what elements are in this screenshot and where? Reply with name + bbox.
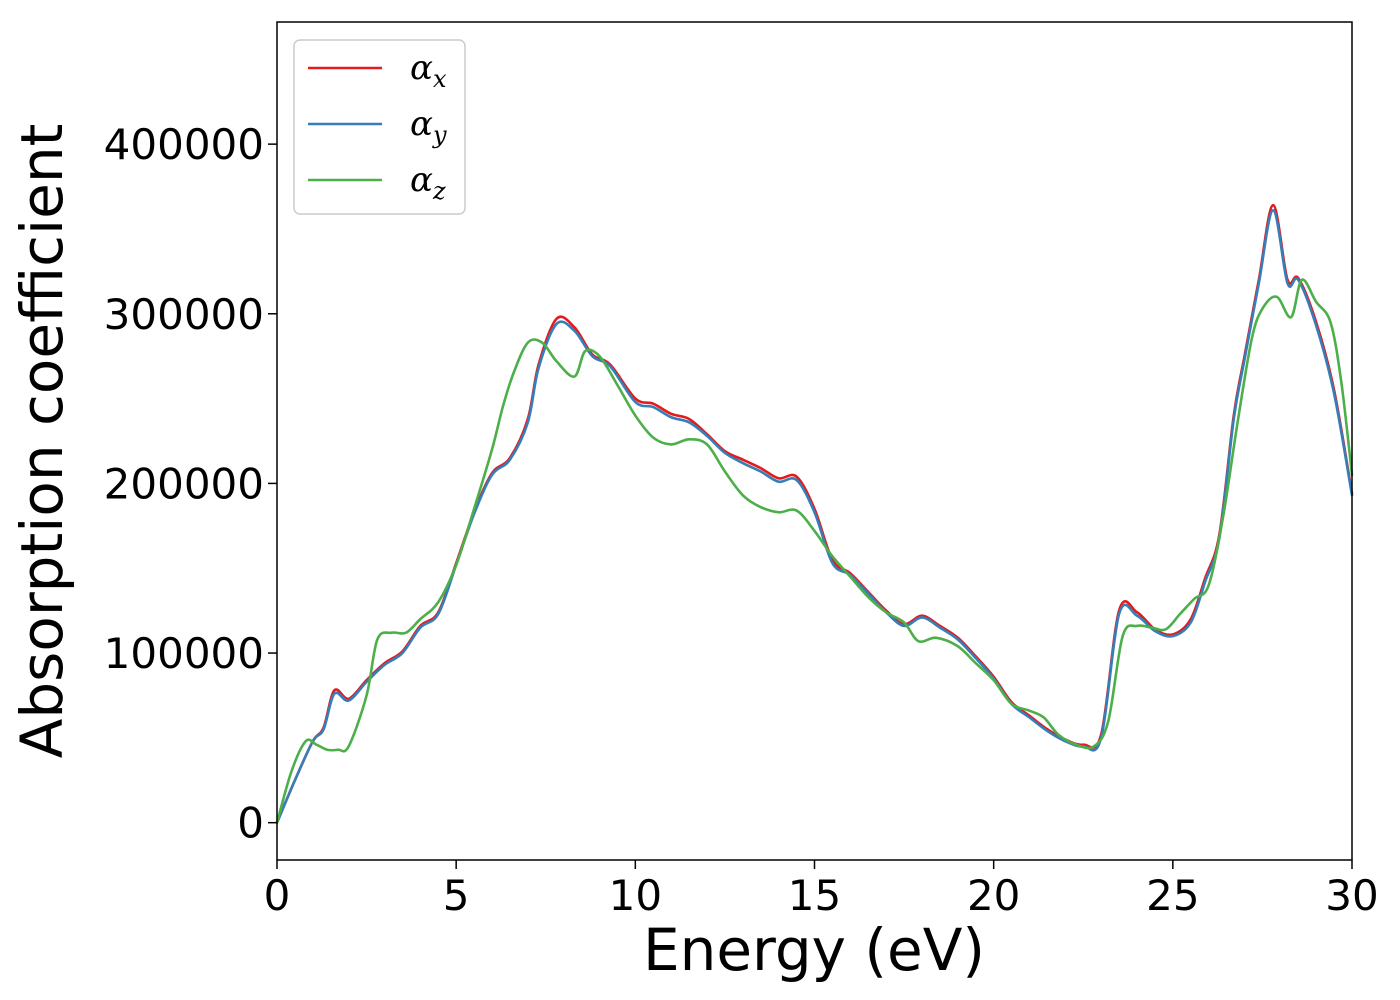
- y-axis-label: Absorption coefficient: [8, 124, 76, 759]
- x-tick-label: 0: [264, 871, 291, 920]
- y-tick-label: 400000: [104, 120, 264, 169]
- series-layer: [275, 203, 1354, 824]
- x-tick-label: 20: [967, 871, 1020, 920]
- x-tick-label: 10: [609, 871, 662, 920]
- y-tick-label: 0: [237, 799, 264, 848]
- y-tick-label: 200000: [104, 459, 264, 508]
- x-tick-label: 30: [1325, 871, 1378, 920]
- y-tick-label: 100000: [104, 629, 264, 678]
- x-axis-ticks: 0 5 10 15 20 25 30: [264, 860, 1379, 920]
- x-axis-label: Energy (eV): [643, 916, 985, 984]
- y-axis-ticks: 0 100000 200000 300000 400000: [104, 120, 277, 848]
- legend-box: [293, 39, 466, 215]
- x-tick-label: 5: [443, 871, 470, 920]
- series-line-z: [275, 278, 1354, 824]
- y-tick-label: 300000: [104, 290, 264, 339]
- x-tick-label: 25: [1146, 871, 1199, 920]
- x-tick-label: 15: [788, 871, 841, 920]
